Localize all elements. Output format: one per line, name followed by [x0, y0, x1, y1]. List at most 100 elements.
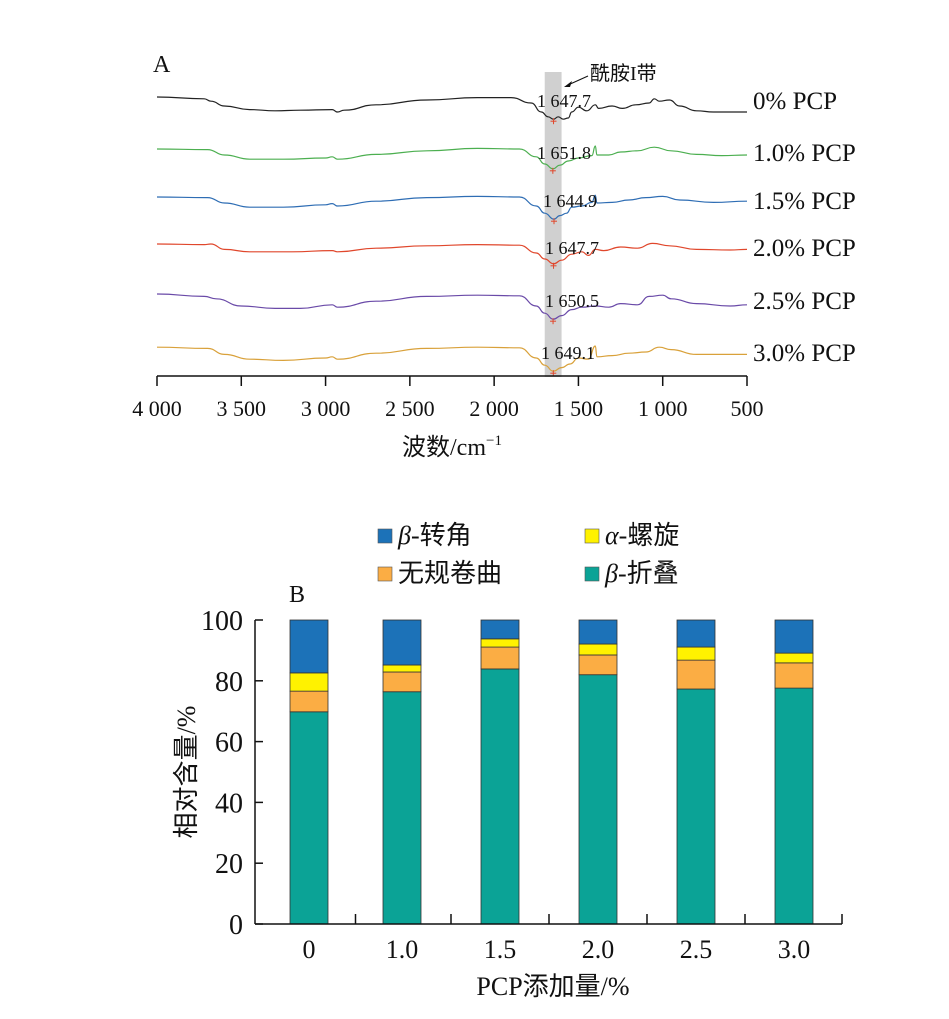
- panel-label-a: A: [153, 52, 171, 78]
- x-tick-label: 500: [731, 396, 764, 421]
- bar-segment: [578, 619, 618, 645]
- bar-segment: [578, 654, 618, 676]
- spectrum-line: [156, 96, 747, 120]
- x-tick-label: 1.5: [484, 935, 517, 964]
- peak-label: 1 647.7: [545, 238, 599, 258]
- x-tick-label: 3.0: [778, 935, 811, 964]
- x-axis-title-b: PCP添加量/%: [476, 972, 629, 1001]
- spectrum-line: [156, 194, 748, 220]
- legend-label-greek: β: [604, 559, 618, 588]
- bar-segment: [480, 668, 520, 925]
- legend-swatch: [377, 528, 393, 544]
- bar-segment: [774, 652, 814, 664]
- legend-label: 无规卷曲: [398, 559, 502, 588]
- legend-label-greek: α: [605, 521, 620, 550]
- amide-i-band-label: 酰胺I带: [590, 62, 657, 85]
- legend-label-text: -折叠: [618, 559, 679, 588]
- bar-segment: [676, 688, 716, 925]
- peak-label: 1 649.1: [541, 343, 595, 363]
- bar-segment: [382, 664, 422, 673]
- bar-segment: [774, 687, 814, 925]
- x-tick-label: 3 000: [301, 396, 351, 421]
- series-label: 1.5% PCP: [753, 188, 856, 215]
- bar-stack-1-5: [480, 619, 520, 925]
- bar-segment: [480, 646, 520, 670]
- panel-label-b: B: [289, 582, 305, 608]
- legend-label-text: 无规卷曲: [398, 559, 502, 588]
- legend-label-greek: β: [397, 521, 411, 550]
- peak-label: 1 651.8: [537, 143, 591, 163]
- legend-label: α-螺旋: [605, 521, 679, 550]
- spectrum-1-5-pcp: 1 644.9 1.5% PCP: [156, 188, 856, 225]
- bar-segment: [289, 672, 329, 692]
- series-label: 0% PCP: [753, 88, 837, 115]
- spectrum-3-0-pcp: 1 649.1 3.0% PCP: [156, 340, 856, 377]
- x-tick-label: 2.5: [680, 935, 713, 964]
- bar-segment: [774, 662, 814, 689]
- bar-segment: [382, 619, 422, 666]
- series-label: 3.0% PCP: [753, 340, 856, 367]
- x-tick-label: 3 500: [217, 396, 267, 421]
- spectrum-2-0-pcp: 1 647.7 2.0% PCP: [156, 235, 856, 269]
- arrow-head: [564, 81, 572, 87]
- legend-label-text: -螺旋: [619, 521, 680, 550]
- legend-swatch: [377, 566, 393, 582]
- y-tick-label: 100: [201, 606, 243, 637]
- arrow-shaft: [567, 75, 589, 86]
- bar-segment: [480, 619, 520, 640]
- bar-segment: [676, 659, 716, 690]
- y-tick-label: 0: [229, 910, 243, 941]
- y-tick-label: 20: [215, 849, 243, 880]
- series-label: 1.0% PCP: [753, 140, 856, 167]
- legend-swatch: [584, 528, 600, 544]
- figure-a-ftir-spectra: A 酰胺I带 1 647.7 0% PCP 1 651.8 1.0% PCP 1 644…: [132, 52, 856, 461]
- peak-label: 1 644.9: [543, 191, 597, 211]
- bar-segment: [578, 643, 618, 656]
- peak-label: 1 647.7: [537, 91, 591, 111]
- legend-swatch: [584, 566, 600, 582]
- spectrum-2-5-pcp: 1 650.5 2.5% PCP: [156, 288, 856, 325]
- x-tick-label: 1 000: [638, 396, 688, 421]
- y-axis-title-b: 相对含量/%: [172, 706, 201, 839]
- spectra-group: 1 647.7 0% PCP 1 651.8 1.0% PCP 1 644.9 1.5% …: [156, 88, 856, 377]
- x-tick-label: 1.0: [386, 935, 419, 964]
- series-label: 2.5% PCP: [753, 288, 856, 315]
- legend-item-random-coil: 无规卷曲: [377, 559, 502, 588]
- peak-label: 1 650.5: [545, 291, 599, 311]
- x-axis-title-a: 波数/cm−1: [402, 433, 502, 461]
- bar-segment: [289, 690, 329, 713]
- bar-segment: [676, 619, 716, 648]
- y-tick-label: 80: [215, 667, 243, 698]
- x-tick-label: 0: [303, 935, 316, 964]
- spectrum-1-0-pcp: 1 651.8 1.0% PCP: [156, 140, 856, 174]
- y-tick-label: 60: [215, 728, 243, 759]
- bar-stack-2-0: [578, 619, 618, 925]
- legend-item-alpha-helix: α-螺旋: [584, 521, 679, 550]
- spectrum-line: [156, 145, 748, 170]
- legend-item-beta-turn: β-转角: [377, 521, 472, 550]
- legend-item-beta-sheet: β-折叠: [584, 559, 679, 588]
- series-label: 2.0% PCP: [753, 235, 856, 262]
- bar-segment: [289, 619, 329, 674]
- y-tick-label: 40: [215, 788, 243, 819]
- bar-segment: [578, 674, 618, 925]
- bar-segment: [676, 646, 716, 661]
- spectrum-0-pcp: 1 647.7 0% PCP: [156, 88, 837, 125]
- bar-segment: [289, 711, 329, 925]
- x-tick-label: 2 000: [469, 396, 519, 421]
- bar-stack-1-0: [382, 619, 422, 925]
- bar-stack-2-5: [676, 619, 716, 925]
- legend-label-text: -转角: [411, 521, 472, 550]
- x-tick-label: 2.0: [582, 935, 615, 964]
- spectrum-line: [156, 242, 748, 265]
- bar-stack-0: [289, 619, 329, 925]
- spectrum-line: [156, 293, 748, 320]
- x-tick-label: 1 500: [554, 396, 604, 421]
- x-tick-label: 2 500: [385, 396, 435, 421]
- legend-label: β-折叠: [604, 559, 679, 588]
- axes-b: 0 20 40 60 80 100 0 1.0 1.5 2.0 2.5 3.0: [201, 606, 843, 964]
- bar-segment: [480, 638, 520, 648]
- x-axis-a: 4 000 3 500 3 000 2 500 2 000 1 500 1 000 500: [132, 375, 764, 421]
- spectrum-line: [156, 345, 747, 372]
